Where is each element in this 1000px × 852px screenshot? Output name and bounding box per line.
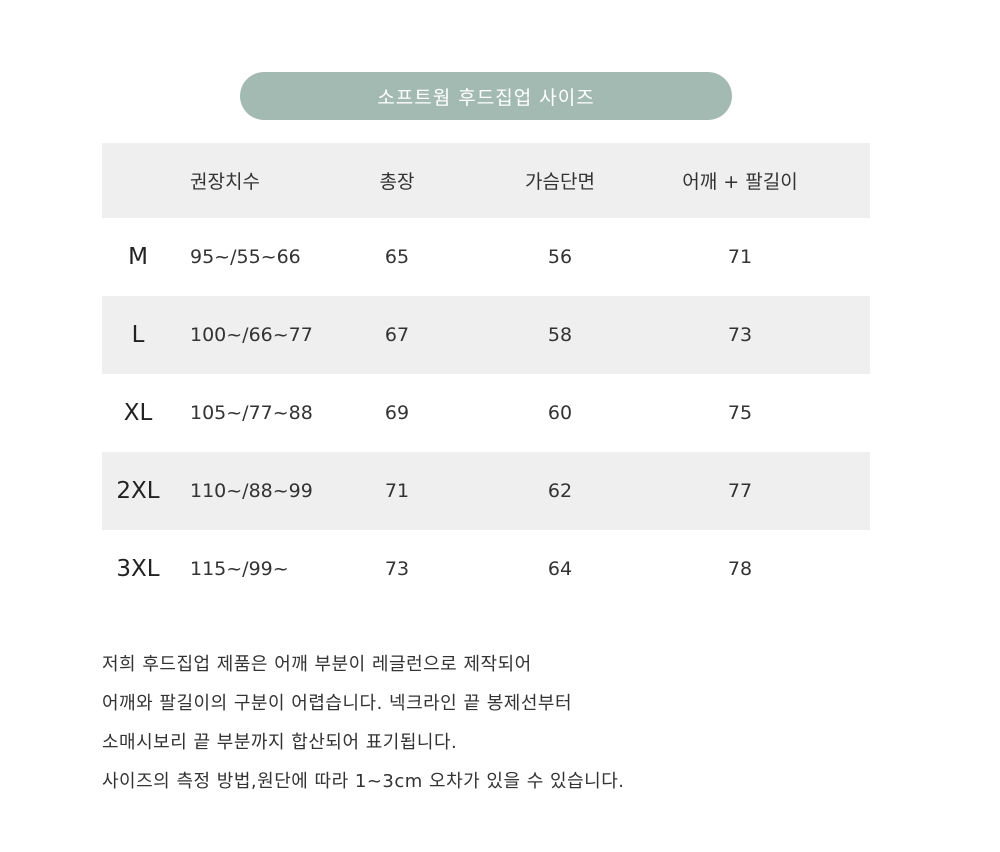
table-row: 2XL 110~/88~99 71 62 77 [102,452,870,530]
cell-size: 3XL [116,556,160,582]
cell-size: M [128,244,148,270]
note-line: 어깨와 팔길이의 구분이 어렵습니다. 넥크라인 끝 봉제선부터 [102,693,573,714]
cell-chest: 62 [547,480,573,502]
cell-length: 73 [384,558,410,580]
cell-shoulder-sleeve: 77 [727,480,753,502]
cell-length: 69 [384,402,410,424]
cell-shoulder-sleeve: 71 [727,246,753,268]
cell-chest: 58 [547,324,573,346]
cell-chest: 60 [547,402,573,424]
header-recommended: 권장치수 [190,171,260,193]
cell-length: 71 [384,480,410,502]
cell-recommended: 110~/88~99 [190,480,313,502]
cell-recommended: 115~/99~ [190,558,289,580]
table-row: L 100~/66~77 67 58 73 [102,296,870,374]
header-chest: 가슴단면 [525,171,595,193]
table-row: 3XL 115~/99~ 73 64 78 [102,530,870,608]
size-chart-title: 소프트웜 후드집업 사이즈 [240,72,732,120]
cell-shoulder-sleeve: 78 [727,558,753,580]
note-line: 소매시보리 끝 부분까지 합산되어 표기됩니다. [102,732,458,753]
header-length: 총장 [379,171,415,193]
cell-size: 2XL [116,478,160,504]
note-line: 저희 후드집업 제품은 어깨 부분이 레글런으로 제작되어 [102,654,532,675]
table-row: M 95~/55~66 65 56 71 [102,218,870,296]
cell-shoulder-sleeve: 75 [727,402,753,424]
notes: 저희 후드집업 제품은 어깨 부분이 레글런으로 제작되어 어깨와 팔길이의 구… [102,645,625,801]
table-row: XL 105~/77~88 69 60 75 [102,374,870,452]
cell-size: XL [123,400,153,426]
cell-size: L [131,322,145,348]
cell-chest: 56 [547,246,573,268]
cell-shoulder-sleeve: 73 [727,324,753,346]
cell-recommended: 105~/77~88 [190,402,313,424]
table-header: 권장치수 총장 가슴단면 어깨 + 팔길이 [102,143,870,218]
cell-chest: 64 [547,558,573,580]
cell-recommended: 95~/55~66 [190,246,301,268]
cell-length: 65 [384,246,410,268]
note-line: 사이즈의 측정 방법,원단에 따라 1~3cm 오차가 있을 수 있습니다. [102,771,625,792]
size-table: 권장치수 총장 가슴단면 어깨 + 팔길이 M 95~/55~66 65 56 71 L 1… [102,143,870,608]
cell-recommended: 100~/66~77 [190,324,313,346]
cell-length: 67 [384,324,410,346]
header-shoulder-sleeve: 어깨 + 팔길이 [682,171,798,193]
